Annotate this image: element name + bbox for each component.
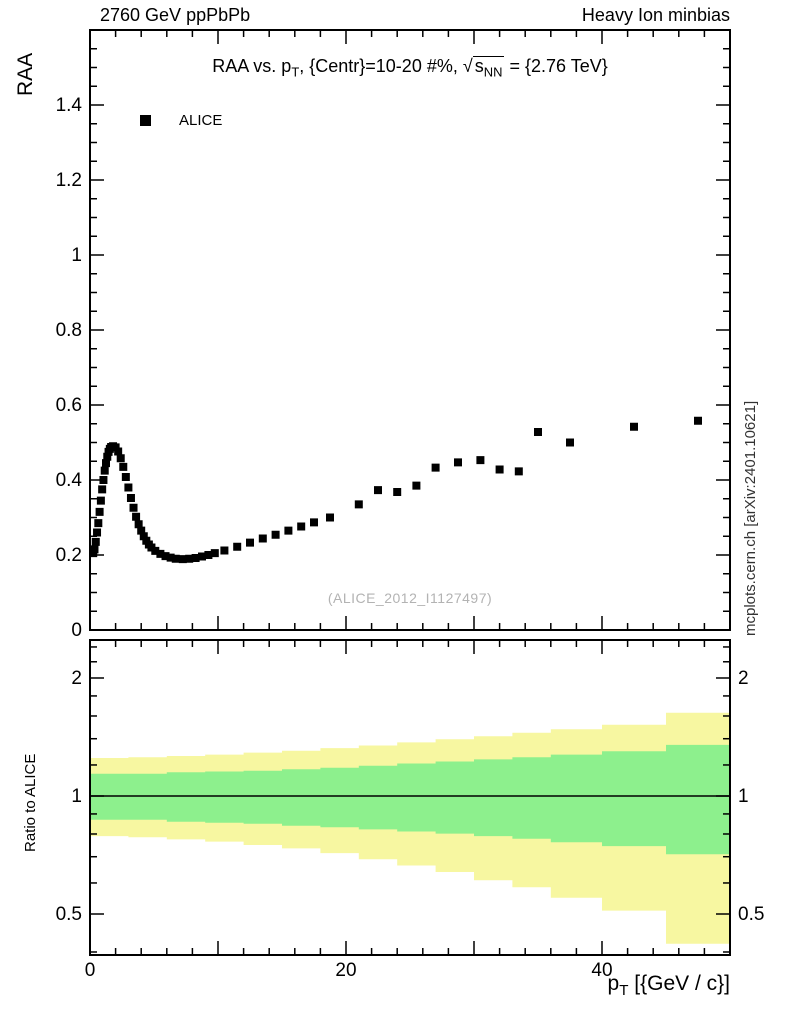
x-title-sub-t: T <box>619 982 629 1000</box>
svg-text:0.5: 0.5 <box>56 904 82 925</box>
svg-text:0: 0 <box>71 620 82 641</box>
sqrt-sub-nn: NN <box>483 64 503 80</box>
legend-label-alice: ALICE <box>179 112 223 129</box>
x-axis-label: pT [{GeV / c}] <box>430 972 730 999</box>
mcplots-citation: mcplots.cern.ch [arXiv:2401.10621] <box>742 400 759 636</box>
sqrt-symbol: √ <box>462 56 473 76</box>
dataset-info: Heavy Ion minbias <box>581 5 730 25</box>
title-suffix: = {2.76 TeV} <box>504 56 608 76</box>
svg-text:2: 2 <box>71 668 82 689</box>
analysis-id-watermark: (ALICE_2012_I1127497) <box>327 590 493 606</box>
svg-text:1: 1 <box>71 245 82 266</box>
svg-text:1: 1 <box>71 786 82 807</box>
svg-text:1.4: 1.4 <box>56 95 83 116</box>
x-title-prefix: p <box>607 972 620 995</box>
legend: ALICE <box>140 112 222 129</box>
filled-square-marker-icon <box>140 115 151 126</box>
svg-text:1.2: 1.2 <box>56 170 82 191</box>
svg-text:0.4: 0.4 <box>56 470 83 491</box>
svg-text:1: 1 <box>738 786 749 807</box>
y-axis-label-main: RAA <box>14 52 37 96</box>
sqrt-body: s <box>474 56 484 76</box>
svg-text:40: 40 <box>591 960 612 981</box>
plot-title: RAA vs. pT, {Centr}=10-20 #%, √ sNN = {2.… <box>90 56 730 80</box>
svg-text:20: 20 <box>335 960 356 981</box>
x-title-suffix: [{GeV / c}] <box>628 972 730 995</box>
svg-text:0.6: 0.6 <box>56 395 82 416</box>
y-axis-label-ratio: Ratio to ALICE <box>22 753 39 852</box>
svg-text:0.2: 0.2 <box>56 545 82 566</box>
sqrt-overline: sNN <box>472 56 505 80</box>
svg-text:2: 2 <box>738 668 749 689</box>
svg-text:0.5: 0.5 <box>738 904 764 925</box>
svg-text:0: 0 <box>85 960 96 981</box>
title-prefix: RAA vs. p <box>212 56 292 76</box>
title-mid: , {Centr}=10-20 #%, <box>299 56 463 76</box>
svg-text:0.8: 0.8 <box>56 320 82 341</box>
beam-info: 2760 GeV ppPbPb <box>100 5 251 25</box>
title-sub-t: T <box>291 64 300 80</box>
